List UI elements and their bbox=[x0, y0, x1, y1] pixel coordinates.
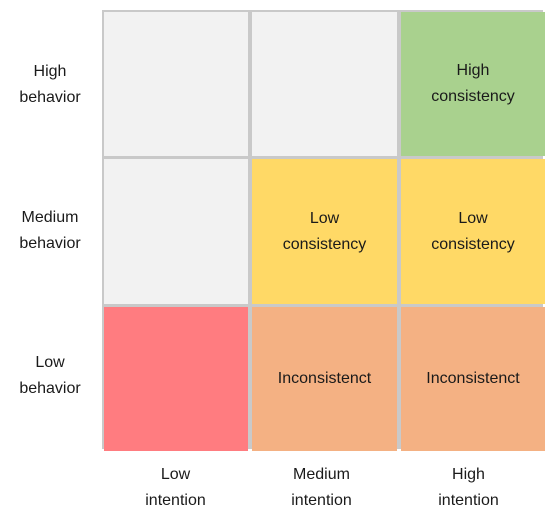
row-label-high-behavior: High behavior bbox=[19, 63, 81, 106]
cell-high-behavior-medium-intention bbox=[252, 12, 397, 156]
cell-medium-behavior-low-intention bbox=[104, 159, 248, 304]
row-label-low-behavior: Low behavior bbox=[19, 354, 81, 397]
col-label-medium-intention: Medium intention bbox=[291, 466, 352, 509]
cell-high-behavior-low-intention bbox=[104, 12, 248, 156]
col-label-high-intention: High intention bbox=[438, 466, 499, 509]
consistency-matrix: High consistency Low consistency Low con… bbox=[102, 10, 545, 451]
cell-low-behavior-medium-intention: Inconsistenct bbox=[252, 307, 397, 451]
row-label-medium-behavior: Medium behavior bbox=[19, 209, 81, 252]
cell-low-behavior-high-intention: Inconsistenct bbox=[401, 307, 545, 451]
col-label-low-intention: Low intention bbox=[145, 466, 206, 509]
cell-medium-behavior-high-intention: Low consistency bbox=[401, 159, 545, 304]
cell-high-behavior-high-intention: High consistency bbox=[401, 12, 545, 156]
cell-medium-behavior-medium-intention: Low consistency bbox=[252, 159, 397, 304]
cell-low-behavior-low-intention bbox=[104, 307, 248, 451]
